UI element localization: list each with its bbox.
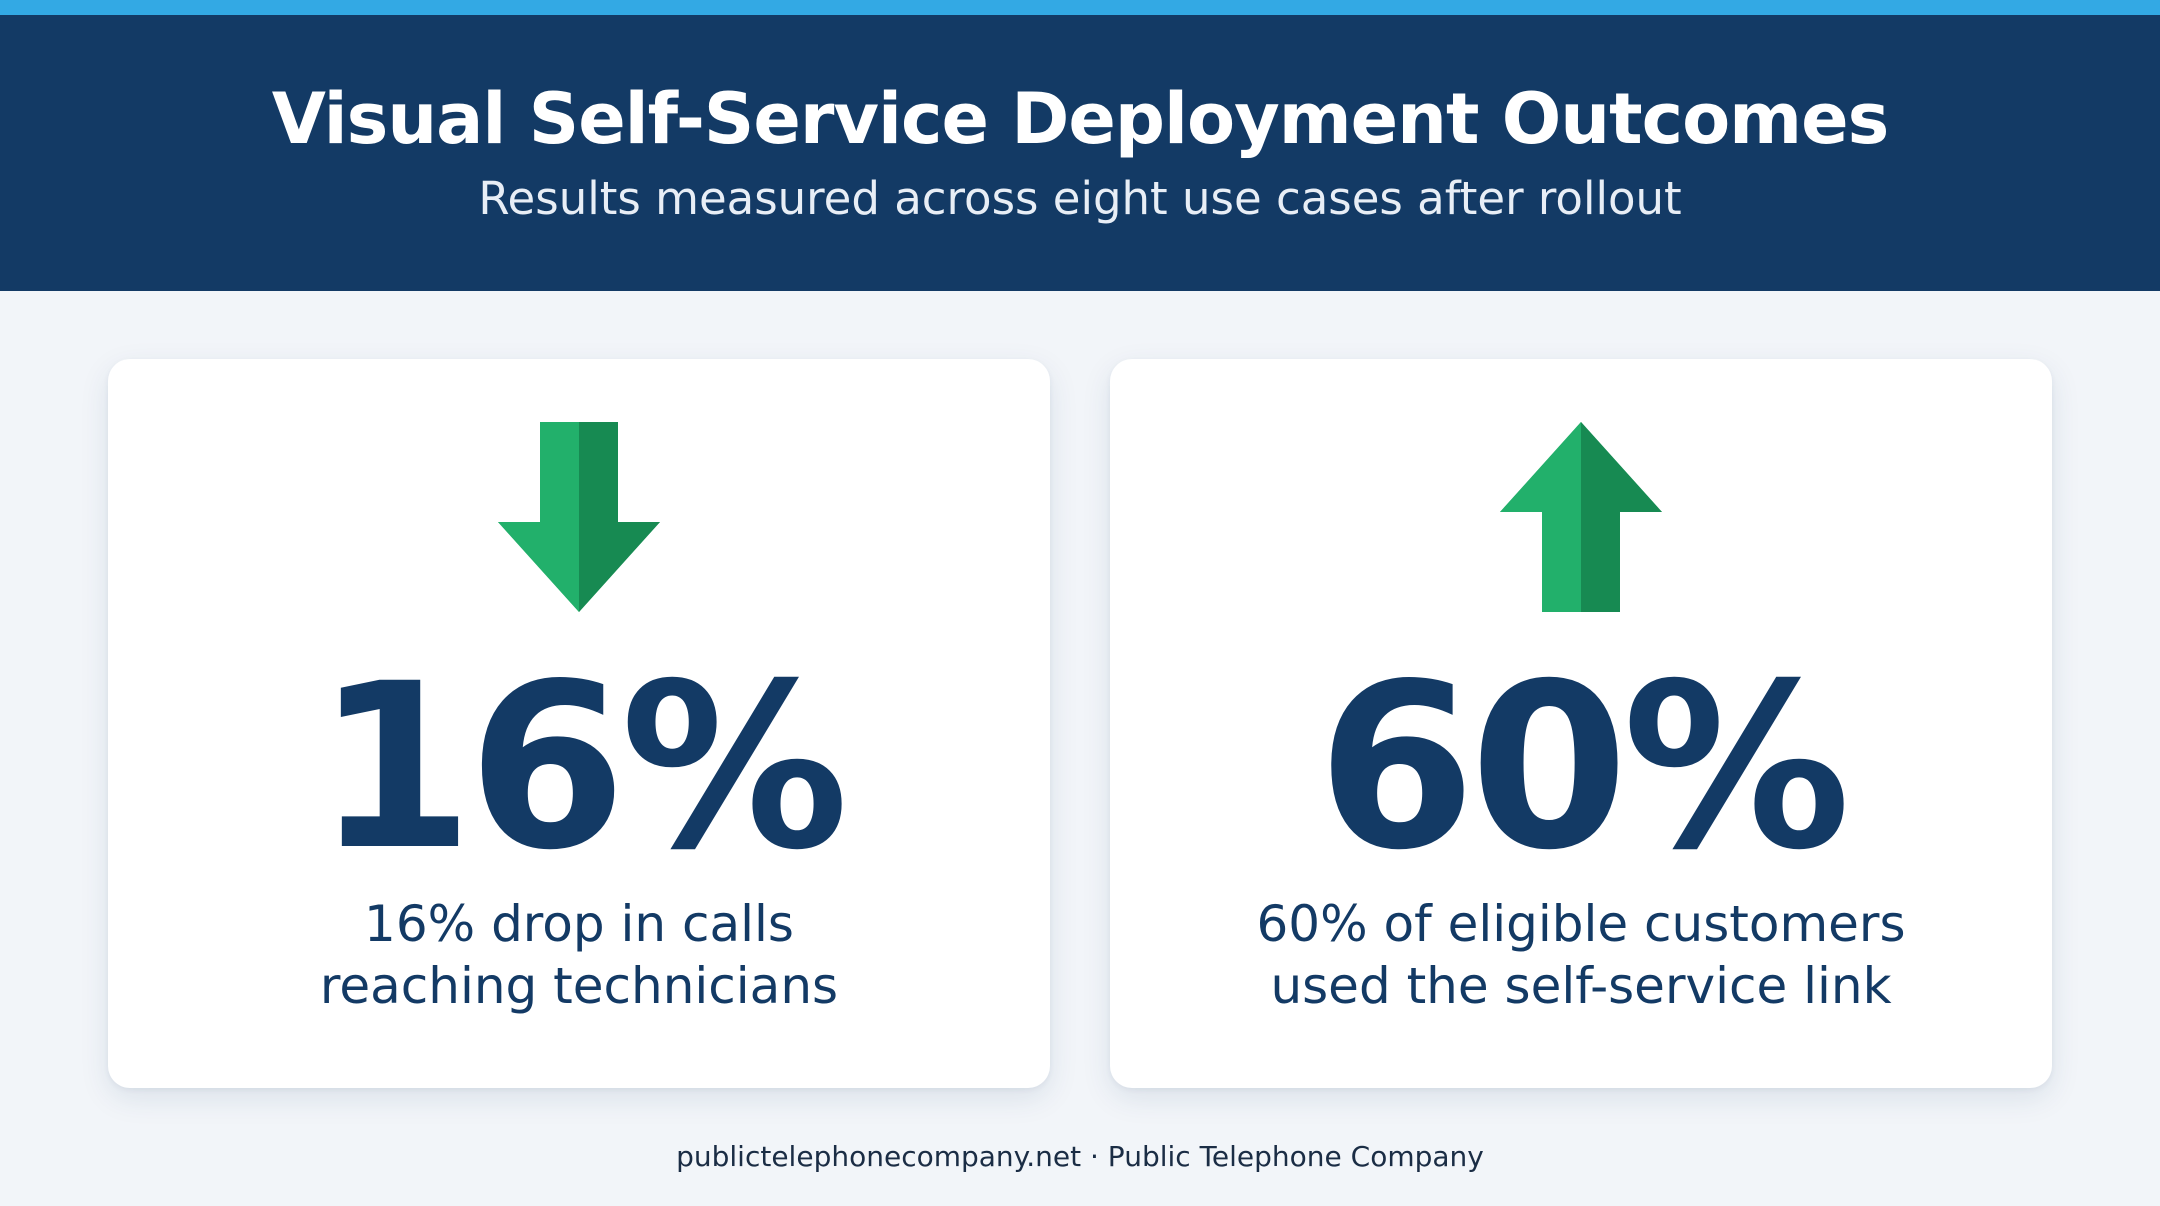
arrow-up-icon xyxy=(1500,422,1662,612)
stat-value: 16% xyxy=(315,634,849,900)
stat-caption-line-2: used the self-service link xyxy=(1270,957,1892,1015)
footer-credit: publictelephonecompany.net · Public Tele… xyxy=(676,1140,1484,1173)
stat-caption: 60% of eligible customers used the self-… xyxy=(1150,893,2012,1017)
page-subtitle: Results measured across eight use cases … xyxy=(478,172,1682,225)
stat-value: 60% xyxy=(1317,634,1851,900)
stat-caption: 16% drop in calls reaching technicians xyxy=(148,893,1010,1017)
stat-caption-line-1: 60% of eligible customers xyxy=(1256,895,1906,953)
stat-caption-line-1: 16% drop in calls xyxy=(364,895,794,953)
stat-card-calls-drop: 16% 16% drop in calls reaching technicia… xyxy=(108,359,1050,1088)
stat-card-self-service-usage: 60% 60% of eligible customers used the s… xyxy=(1110,359,2052,1088)
header-banner: Visual Self-Service Deployment Outcomes … xyxy=(0,15,2160,291)
page-title: Visual Self-Service Deployment Outcomes xyxy=(271,78,1890,160)
top-accent-stripe xyxy=(0,0,2160,15)
stat-caption-line-2: reaching technicians xyxy=(319,957,839,1015)
arrow-down-icon xyxy=(498,422,660,612)
